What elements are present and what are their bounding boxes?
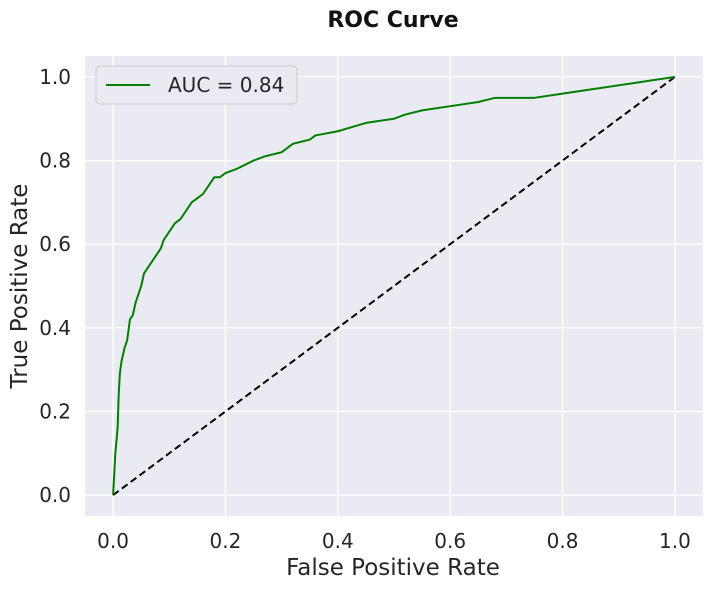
y-tick-label: 1.0 (39, 65, 71, 89)
legend-box (95, 65, 298, 105)
x-tick-label: 0.8 (547, 529, 579, 553)
y-tick-label: 0.2 (39, 399, 71, 423)
y-tick-label: 0.4 (39, 316, 71, 340)
x-tick-label: 0.0 (97, 529, 129, 553)
chart-title: ROC Curve (327, 8, 458, 33)
chance-diagonal-line (112, 76, 676, 496)
y-tick-label: 0.6 (39, 232, 71, 256)
y-axis-label: True Positive Rate (7, 184, 33, 390)
x-axis-label: False Positive Rate (286, 555, 500, 581)
legend-label-auc: AUC = 0.84 (168, 73, 284, 97)
x-tick-label: 0.6 (434, 529, 466, 553)
x-tick-label: 0.2 (210, 529, 242, 553)
y-tick-label: 0.0 (39, 483, 71, 507)
legend: AUC = 0.84 (95, 65, 298, 105)
x-tick-label: 1.0 (659, 529, 691, 553)
roc-curve-line (112, 75, 676, 496)
x-tick-label: 0.4 (322, 529, 354, 553)
y-tick-label: 0.8 (39, 149, 71, 173)
